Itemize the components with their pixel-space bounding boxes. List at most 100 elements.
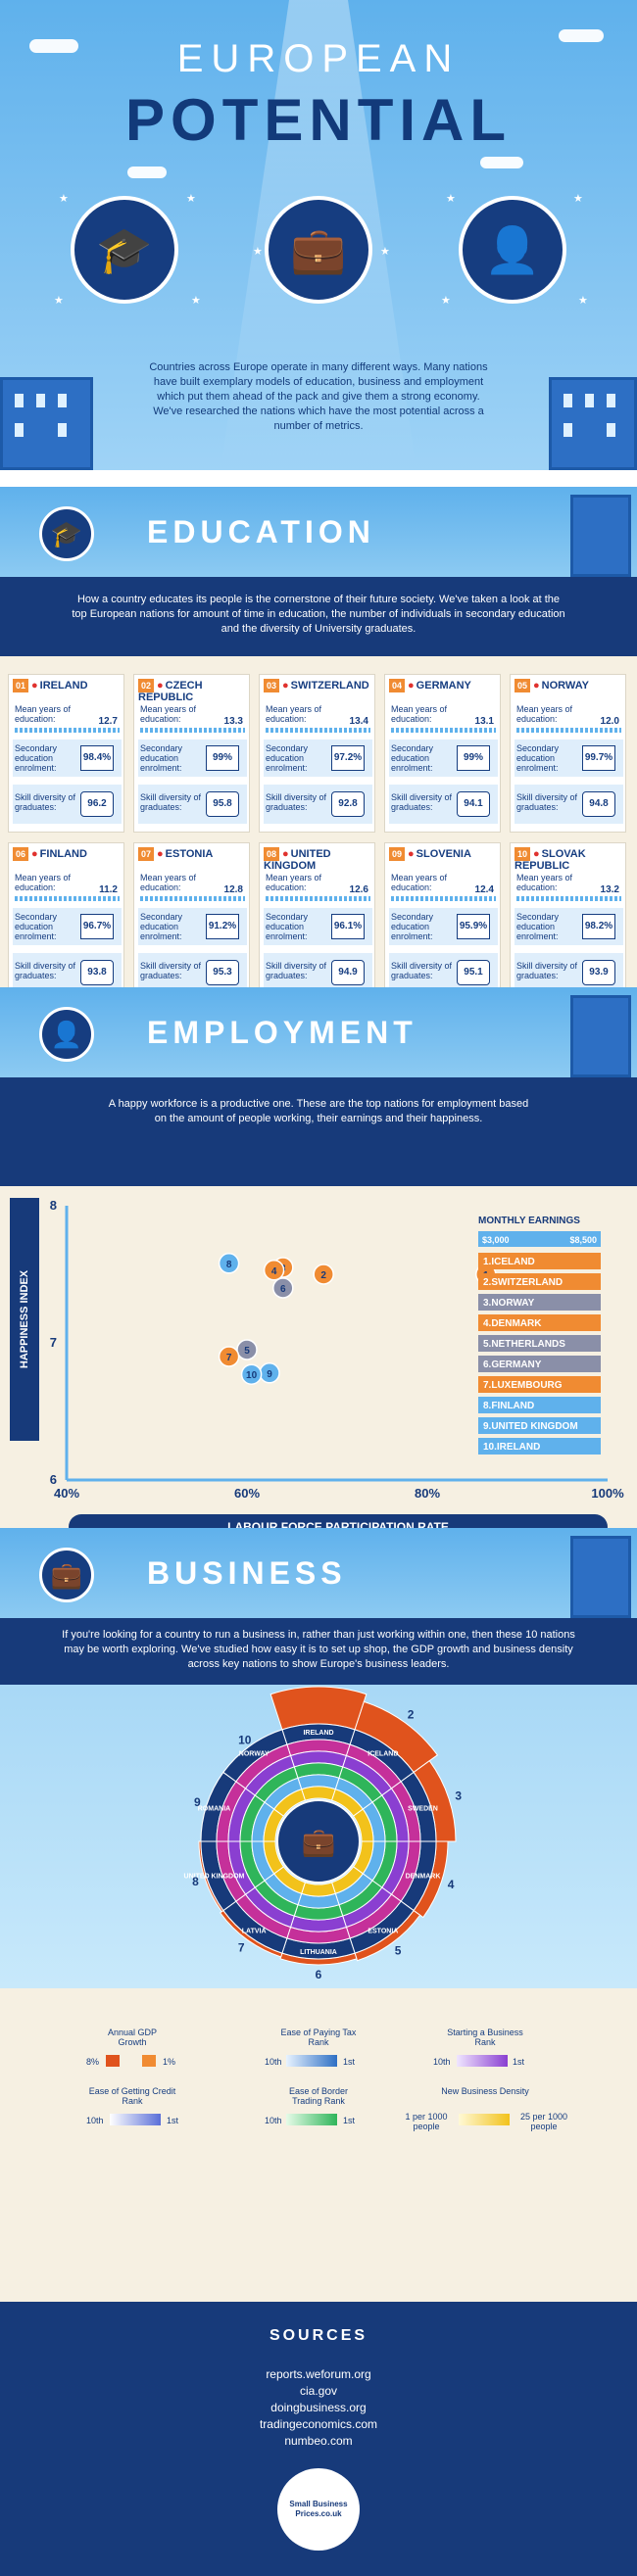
skill-box: Skill diversity of graduates: 94.9	[264, 953, 372, 992]
secondary-label: Secondary education enrolment:	[391, 912, 434, 941]
mean-bar	[391, 896, 496, 901]
secondary-box: Secondary education enrolment: 98.2%	[514, 908, 623, 945]
earnings-legend-label: 7.LUXEMBOURG	[483, 1380, 563, 1391]
star-icon: ★	[253, 246, 263, 258]
start-lo: 10th	[433, 2057, 451, 2067]
earnings-legend-label: 6.GERMANY	[483, 1360, 542, 1370]
card-rank: 07	[138, 847, 155, 861]
mean-value: 13.4	[349, 716, 368, 727]
credit-hi: 1st	[167, 2116, 179, 2125]
mean-label: Mean years of education:	[516, 704, 573, 724]
skill-box: Skill diversity of graduates: 94.8	[514, 785, 623, 824]
sources-title: SOURCES	[269, 2327, 368, 2344]
x-tick-label: 100%	[591, 1486, 624, 1501]
mean-value: 12.6	[349, 884, 368, 895]
skill-value: 93.8	[80, 960, 114, 985]
earnings-legend-label: 3.NORWAY	[483, 1298, 535, 1309]
earnings-scale	[478, 1231, 601, 1247]
data-point	[236, 1339, 258, 1360]
credit-legend-title: Ease of Getting Credit Rank	[88, 2086, 176, 2106]
card-rank: 03	[264, 679, 280, 692]
secondary-label: Secondary education enrolment:	[15, 912, 58, 941]
density-legend-title: New Business Density	[441, 2086, 529, 2096]
flag-icon: ●	[533, 680, 540, 692]
star-icon: ★	[441, 295, 451, 307]
earnings-legend-label: 4.DENMARK	[483, 1318, 542, 1329]
card-header: 05 ● NORWAY	[514, 679, 623, 698]
source-item: cia.gov	[299, 2384, 338, 2398]
skill-value: 94.8	[582, 791, 615, 817]
card-header: 04 ● GERMANY	[389, 679, 498, 698]
gdp-legend-title: Annual GDP Growth	[107, 2027, 158, 2047]
secondary-box: Secondary education enrolment: 99.7%	[514, 739, 623, 777]
country-name: FINLAND	[39, 848, 87, 860]
skill-box: Skill diversity of graduates: 92.8	[264, 785, 372, 824]
card-header: 02 ● CZECH REPUBLIC	[138, 679, 247, 703]
country-card: 09 ● SLOVENIA Mean years of education: 12.4 S…	[384, 842, 501, 1001]
data-point	[240, 1363, 263, 1385]
mean-label: Mean years of education:	[266, 704, 322, 724]
mean-value: 12.7	[98, 716, 118, 727]
ring-country-label: UNITED KINGDOM	[184, 1874, 245, 1881]
skill-value: 95.1	[457, 960, 490, 985]
ring-country-label: LITHUANIA	[300, 1949, 337, 1956]
mean-bar	[391, 728, 496, 733]
radial-chart: IRELAND1ICELAND2SWEDEN3DENMARK4ESTONIA5L…	[184, 1670, 463, 1981]
secondary-box: Secondary education enrolment: 95.9%	[389, 908, 498, 945]
mean-label: Mean years of education:	[391, 704, 448, 724]
skill-label: Skill diversity of graduates:	[266, 792, 327, 812]
star-icon: ★	[380, 246, 390, 258]
skill-label: Skill diversity of graduates:	[391, 961, 453, 980]
employment-title: EMPLOYMENT	[147, 1015, 417, 1050]
source-item: numbeo.com	[284, 2434, 353, 2448]
flag-icon: ●	[408, 848, 415, 860]
ring-country-label: ICELAND	[368, 1750, 398, 1757]
graduation-cap-icon: 🎓	[71, 196, 178, 304]
secondary-label: Secondary education enrolment:	[391, 743, 434, 773]
earnings-legend-row	[478, 1417, 601, 1434]
star-icon: ★	[573, 193, 583, 205]
skill-value: 94.9	[331, 960, 365, 985]
start-legend-title: Starting a Business Rank	[447, 2027, 523, 2047]
card-header: 10 ● SLOVAK REPUBLIC	[514, 847, 623, 872]
country-card: 06 ● FINLAND Mean years of education: 11.2 Se…	[8, 842, 124, 1001]
secondary-box: Secondary education enrolment: 99%	[138, 739, 247, 777]
ring-country-label: IRELAND	[303, 1730, 333, 1737]
country-name: SLOVENIA	[416, 848, 471, 860]
ring-country-label: ESTONIA	[368, 1929, 398, 1935]
secondary-label: Secondary education enrolment:	[140, 912, 183, 941]
earnings-legend-row	[478, 1294, 601, 1311]
card-header: 01 ● IRELAND	[13, 679, 122, 698]
building-icon	[570, 1536, 631, 1618]
skill-label: Skill diversity of graduates:	[140, 961, 202, 980]
earnings-legend-row	[478, 1253, 601, 1269]
start-gradient	[457, 2055, 508, 2067]
mean-value: 12.8	[223, 884, 243, 895]
card-rank: 08	[264, 847, 280, 861]
education-banner: 🎓 EDUCATION	[0, 487, 637, 577]
data-point-label: 5	[244, 1346, 250, 1357]
data-point-label: 9	[267, 1369, 272, 1380]
card-rank: 05	[514, 679, 531, 692]
skill-label: Skill diversity of graduates:	[516, 961, 578, 980]
briefcase-icon: 💼	[265, 196, 372, 304]
mean-label: Mean years of education:	[391, 873, 448, 892]
earnings-legend-label: 9.UNITED KINGDOM	[483, 1421, 578, 1432]
title-line1: EUROPEAN	[176, 37, 461, 80]
x-tick-label: 40%	[54, 1486, 79, 1501]
skill-label: Skill diversity of graduates:	[391, 792, 453, 812]
tax-hi: 1st	[343, 2057, 356, 2067]
skill-value: 94.1	[457, 791, 490, 817]
ring-rank-label: 2	[408, 1708, 415, 1722]
gdp-lo: 8%	[86, 2057, 100, 2067]
tax-legend-title: Ease of Paying Tax Rank	[280, 2027, 357, 2047]
mean-value: 11.2	[99, 884, 118, 895]
ring-rank-label: 7	[238, 1940, 245, 1954]
cloud	[127, 167, 167, 178]
ring-rank-label: 4	[448, 1878, 455, 1891]
cloud	[480, 157, 523, 168]
star-icon: ★	[578, 295, 588, 307]
country-card: 07 ● ESTONIA Mean years of education: 12.8 Se…	[133, 842, 250, 1001]
secondary-box: Secondary education enrolment: 98.4%	[13, 739, 122, 777]
mean-label: Mean years of education:	[15, 873, 72, 892]
